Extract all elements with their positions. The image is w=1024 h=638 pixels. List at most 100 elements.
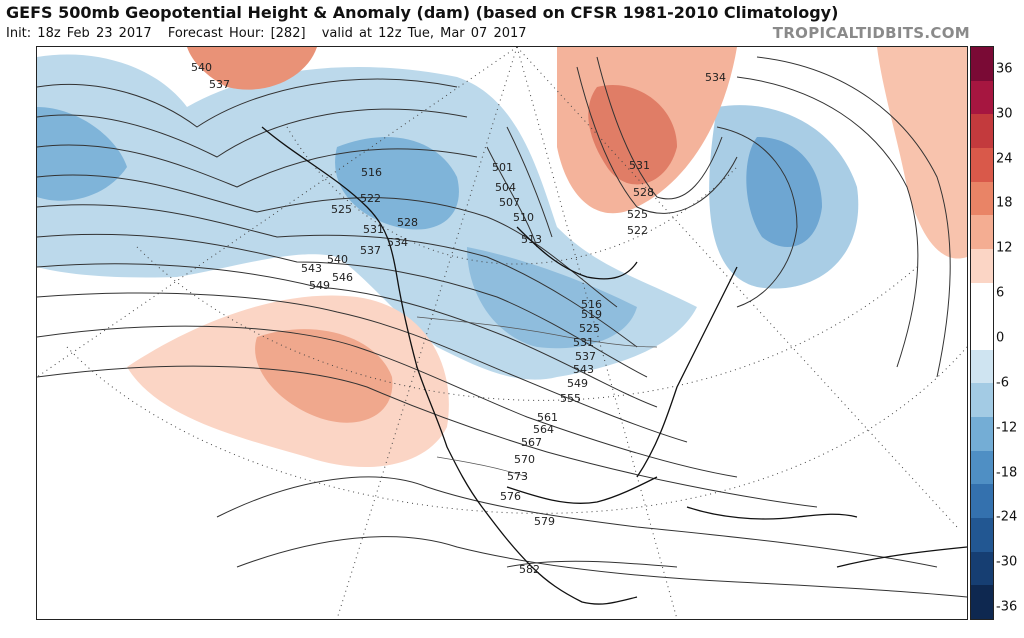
contour-label: 537 — [360, 244, 381, 257]
contour-label: 534 — [387, 236, 408, 249]
colorbar-segment — [971, 248, 993, 283]
contour-line — [216, 476, 938, 568]
colorbar-segment — [971, 551, 993, 586]
contour-label: 510 — [513, 211, 534, 224]
contour-label: 525 — [579, 322, 600, 335]
contour-label: 537 — [209, 78, 230, 91]
contour-label: 561 — [537, 411, 558, 424]
contour-label: 519 — [581, 308, 602, 321]
forecast-hour: Forecast Hour: [282] — [167, 26, 306, 41]
contour-line — [37, 174, 618, 308]
coastline-north-america — [261, 126, 638, 605]
contour-label: 579 — [534, 515, 555, 528]
contour-line — [236, 536, 967, 598]
colorbar-segment — [971, 450, 993, 485]
colorbar-tick-label: -6 — [996, 375, 1009, 391]
coastline-gulf — [506, 476, 658, 504]
border-us-canada — [416, 316, 658, 348]
map-subtitle: Init: 18z Feb 23 2017 Forecast Hour: [28… — [6, 26, 537, 41]
valid-time: valid at 12z Tue, Mar 07 2017 — [321, 26, 527, 41]
colorbar-tick-label: 30 — [996, 106, 1013, 122]
contour-label: 516 — [361, 166, 382, 179]
graticule — [37, 47, 967, 619]
colorbar-tick-label: 36 — [996, 61, 1013, 77]
brand-watermark: TROPICALTIDBITS.COM — [772, 24, 970, 42]
colorbar-segment — [971, 316, 993, 351]
colorbar-segment — [971, 215, 993, 250]
init-time: Init: 18z Feb 23 2017 — [6, 26, 152, 41]
contour-label: 531 — [363, 223, 384, 236]
positive-anomaly-far-east — [877, 47, 967, 259]
colorbar-segment — [971, 181, 993, 216]
negative-anomaly-atlantic-core — [746, 137, 822, 247]
latitude-line — [66, 346, 967, 514]
contour-label: 525 — [627, 208, 648, 221]
latitude-line — [286, 126, 738, 265]
latitude-line — [136, 246, 918, 401]
colorbar-segment — [971, 417, 993, 452]
border-us-mexico — [436, 456, 528, 478]
contour-label: 504 — [495, 181, 516, 194]
colorbar-tick-label: -24 — [996, 509, 1018, 525]
contour-line — [736, 76, 919, 368]
height-contours — [37, 56, 967, 598]
contour-line — [37, 233, 648, 378]
positive-anomaly-greenland-core — [588, 85, 677, 185]
colorbar-segment — [971, 147, 993, 182]
contour-label: 570 — [514, 453, 535, 466]
colorbar-tick-label: 0 — [996, 330, 1005, 346]
coastlines — [261, 126, 967, 605]
meridian-line — [37, 47, 518, 378]
map-canvas: 540 537 534 516 522 525 528 531 534 537 … — [37, 47, 967, 619]
contour-label: 513 — [521, 233, 542, 246]
negative-anomaly-great-lakes — [467, 247, 637, 349]
contour-line — [576, 66, 738, 214]
contour-line — [506, 126, 553, 238]
contour-label: 549 — [309, 279, 330, 292]
coastline-east — [636, 266, 738, 478]
contour-label: 576 — [500, 490, 521, 503]
colorbar-tick-label: 18 — [996, 195, 1013, 211]
colorbar-tick-label: -30 — [996, 554, 1018, 570]
contour-label: 522 — [360, 192, 381, 205]
contour-label: 540 — [327, 253, 348, 266]
political-borders — [416, 316, 658, 478]
contour-label: 543 — [573, 363, 594, 376]
contour-line — [37, 108, 468, 158]
contour-label: 564 — [533, 423, 554, 436]
contour-label: 534 — [705, 71, 726, 84]
coastline-hudson — [516, 226, 638, 280]
colorbar-segment — [971, 518, 993, 553]
contour-line — [506, 560, 678, 568]
contour-label: 540 — [191, 61, 212, 74]
meridian-line — [516, 47, 958, 528]
contour-label: 537 — [575, 350, 596, 363]
contour-label: 531 — [629, 159, 650, 172]
contour-label: 582 — [519, 563, 540, 576]
colorbar-segment — [971, 383, 993, 418]
negative-anomaly-core-west — [37, 107, 127, 201]
positive-anomaly-alaska — [187, 47, 317, 90]
contour-label: 516 — [581, 298, 602, 311]
colorbar-segment — [971, 349, 993, 384]
contour-label: 525 — [331, 203, 352, 216]
map-panel: 540 537 534 516 522 525 528 531 534 537 … — [36, 46, 968, 620]
colorbar-tick-label: 12 — [996, 240, 1013, 256]
contour-label: 573 — [507, 470, 528, 483]
colorbar-segment — [971, 114, 993, 149]
coastline-south-america — [836, 546, 967, 568]
colorbar-tick-label: -12 — [996, 420, 1018, 436]
contour-label: 501 — [492, 161, 513, 174]
contour-label: 546 — [332, 271, 353, 284]
colorbar-tick-label: -36 — [996, 599, 1018, 615]
contour-line — [756, 56, 951, 378]
anomaly-colorbar — [970, 46, 994, 620]
contour-line — [37, 204, 638, 348]
contour-label: 531 — [573, 336, 594, 349]
map-title: GEFS 500mb Geopotential Height & Anomaly… — [6, 3, 839, 22]
contour-label: 522 — [627, 224, 648, 237]
coastline-caribbean — [686, 506, 858, 520]
colorbar-tick-label: 24 — [996, 151, 1013, 167]
contour-line — [37, 78, 458, 128]
contour-line — [596, 56, 723, 200]
